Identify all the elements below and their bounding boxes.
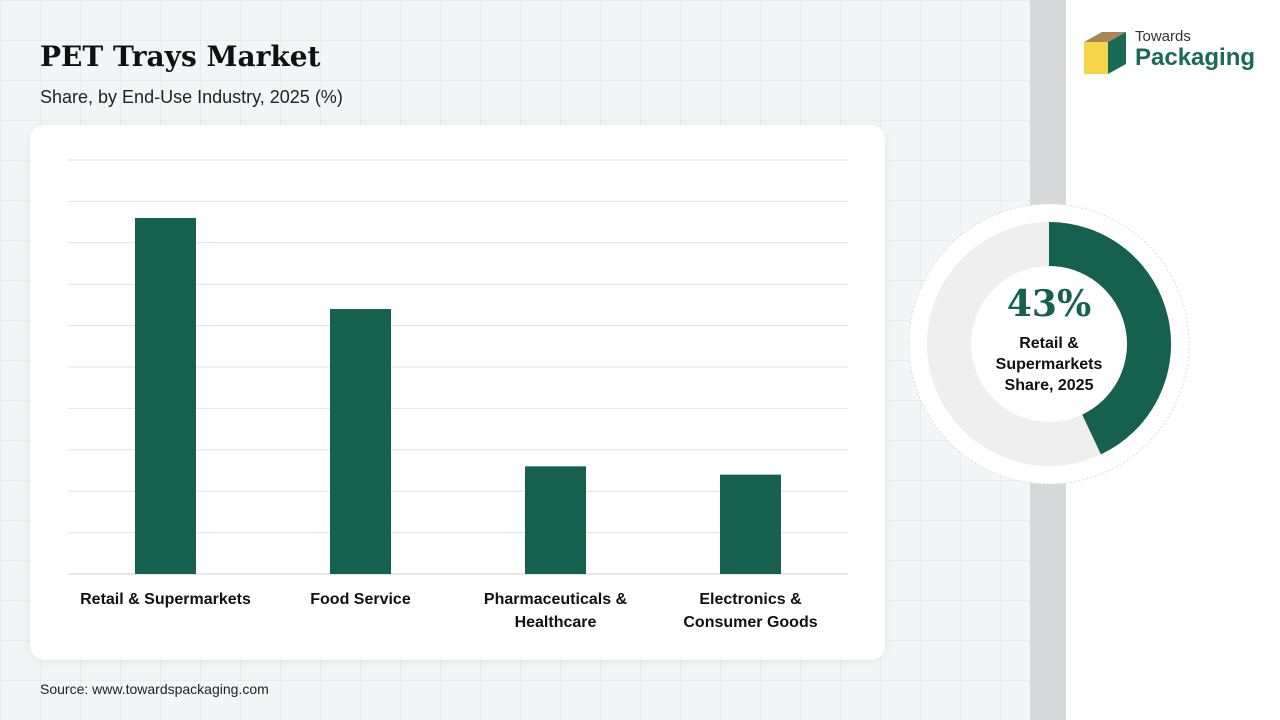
x-tick-label: Food Service xyxy=(310,591,411,608)
bar xyxy=(720,474,781,574)
x-tick-label: Retail & Supermarkets xyxy=(80,591,251,608)
donut-label-line: Share, 2025 xyxy=(1004,377,1094,394)
donut-value: 43% xyxy=(1006,283,1092,325)
bar-chart: Retail & Supermarkets Food Service Pharmac… xyxy=(68,159,848,631)
x-tick-label: Pharmaceuticals & xyxy=(484,591,628,608)
bar xyxy=(525,466,586,574)
x-tick-label: Consumer Goods xyxy=(683,614,817,631)
page-subtitle: Share, by End-Use Industry, 2025 (%) xyxy=(40,87,343,107)
source-note: Source: www.towardspackaging.com xyxy=(40,681,269,697)
x-tick-label: Healthcare xyxy=(515,614,597,631)
bar xyxy=(135,217,196,574)
donut-label-line: Supermarkets xyxy=(995,356,1103,373)
grid-lines xyxy=(68,159,848,575)
page-title: PET Trays Market xyxy=(40,40,321,73)
donut-label-line: Retail & xyxy=(1019,335,1079,352)
x-tick-label: Electronics & xyxy=(699,591,802,608)
box-logo-icon xyxy=(1084,32,1126,74)
brand-logo: Towards Packaging xyxy=(1082,28,1262,76)
highlight-donut: 43% Retail & Supermarkets Share, 2025 xyxy=(908,203,1190,485)
chart-card: Retail & Supermarkets Food Service Pharmac… xyxy=(30,125,885,660)
bars xyxy=(135,217,781,574)
bar xyxy=(330,309,391,574)
donut-value-arc xyxy=(1048,222,1171,455)
donut-chart xyxy=(908,203,1190,485)
logo-text-packaging: Packaging xyxy=(1135,44,1256,71)
category-labels: Retail & Supermarkets Food Service Pharmac… xyxy=(80,591,818,631)
donut-label: Retail & Supermarkets Share, 2025 xyxy=(974,333,1124,396)
logo-text-towards: Towards xyxy=(1135,28,1191,45)
